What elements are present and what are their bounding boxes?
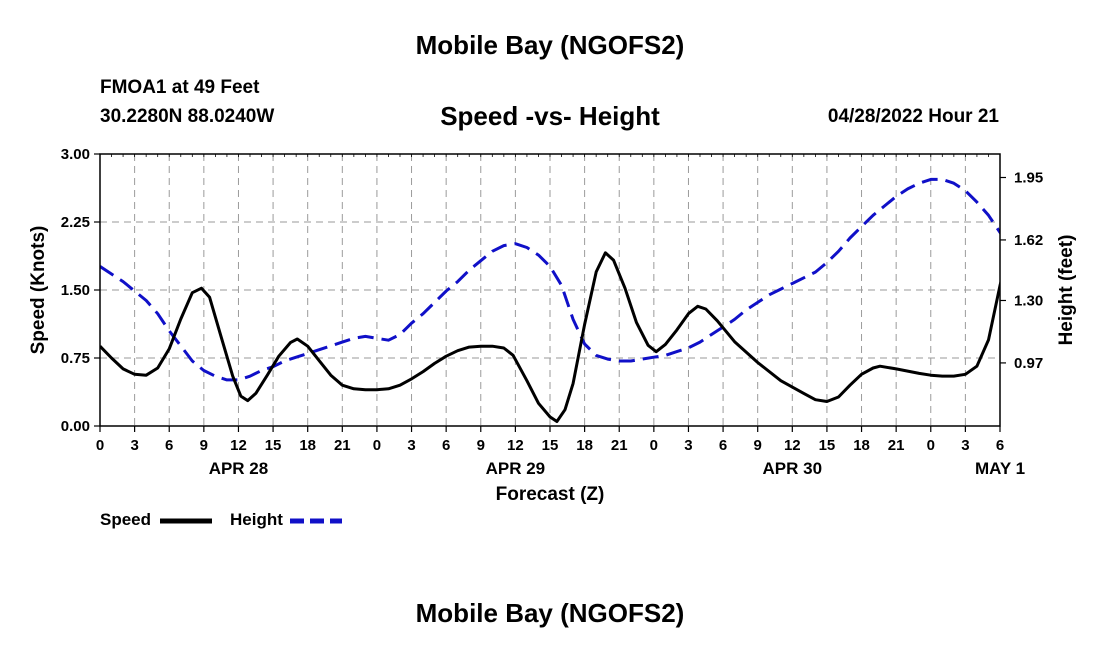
x-axis-label: Forecast (Z) xyxy=(496,484,605,505)
x-tick-label: 18 xyxy=(853,437,870,454)
y2-axis-label: Height (feet) xyxy=(1056,235,1077,346)
grid xyxy=(100,154,1000,426)
x-tick-label: 0 xyxy=(650,437,658,454)
day-label: APR 28 xyxy=(209,459,269,478)
x-tick-label: 9 xyxy=(200,437,208,454)
y-axis-label: Speed (Knots) xyxy=(28,226,49,355)
day-label: MAY 1 xyxy=(975,459,1025,478)
y-tick-label: 2.25 xyxy=(61,214,90,231)
legend-speed-label: Speed xyxy=(100,510,151,529)
y2-tick-label: 1.62 xyxy=(1014,232,1043,249)
x-tick-label: 0 xyxy=(927,437,935,454)
legend-height-label: Height xyxy=(230,510,283,529)
x-tick-label: 9 xyxy=(754,437,762,454)
y-tick-label: 1.50 xyxy=(61,282,90,299)
x-tick-label: 3 xyxy=(407,437,415,454)
x-tick-label: 9 xyxy=(477,437,485,454)
y2-tick-label: 1.95 xyxy=(1014,169,1043,186)
x-tick-label: 15 xyxy=(819,437,836,454)
x-tick-label: 12 xyxy=(230,437,247,454)
x-tick-label: 0 xyxy=(96,437,104,454)
day-label: APR 29 xyxy=(486,459,546,478)
axes: 0 3 6 9 12 15 18 21 0 3 6 9 12 15 18 21 0 3 6 9 12 15 18 21 0 3 6 A… xyxy=(61,146,1043,478)
x-tick-label: 6 xyxy=(996,437,1004,454)
forecast-datetime: 04/28/2022 Hour 21 xyxy=(827,106,999,127)
y-tick-label: 3.00 xyxy=(61,146,90,163)
station-label: FMOA1 at 49 Feet xyxy=(100,77,260,98)
y-tick-label: 0.75 xyxy=(61,350,90,367)
x-tick-label: 12 xyxy=(507,437,524,454)
x-tick-label: 3 xyxy=(684,437,692,454)
x-tick-label: 21 xyxy=(611,437,628,454)
height-series-line xyxy=(100,177,1000,382)
x-tick-label: 12 xyxy=(784,437,801,454)
x-tick-label: 18 xyxy=(576,437,593,454)
legend: Speed Height xyxy=(100,510,342,529)
x-tick-label: 21 xyxy=(334,437,351,454)
speed-series-line xyxy=(100,251,1000,423)
x-tick-label: 18 xyxy=(299,437,316,454)
chart-subtitle: Speed -vs- Height xyxy=(440,101,660,131)
station-coordinates: 30.2280N 88.0240W xyxy=(100,106,275,127)
x-tick-label: 6 xyxy=(165,437,173,454)
next-chart-title: Mobile Bay (NGOFS2) xyxy=(415,598,685,628)
x-tick-label: 3 xyxy=(961,437,969,454)
x-tick-label: 15 xyxy=(265,437,282,454)
y2-tick-label: 0.97 xyxy=(1014,355,1043,372)
series-layer xyxy=(100,177,1000,423)
y-tick-label: 0.00 xyxy=(61,418,90,435)
day-label: APR 30 xyxy=(763,459,823,478)
x-tick-label: 6 xyxy=(442,437,450,454)
y2-tick-label: 1.30 xyxy=(1014,292,1043,309)
x-tick-label: 0 xyxy=(373,437,381,454)
chart-title: Mobile Bay (NGOFS2) xyxy=(415,30,685,60)
x-tick-label: 6 xyxy=(719,437,727,454)
x-tick-label: 15 xyxy=(542,437,559,454)
x-tick-label: 21 xyxy=(888,437,905,454)
x-tick-label: 3 xyxy=(130,437,138,454)
